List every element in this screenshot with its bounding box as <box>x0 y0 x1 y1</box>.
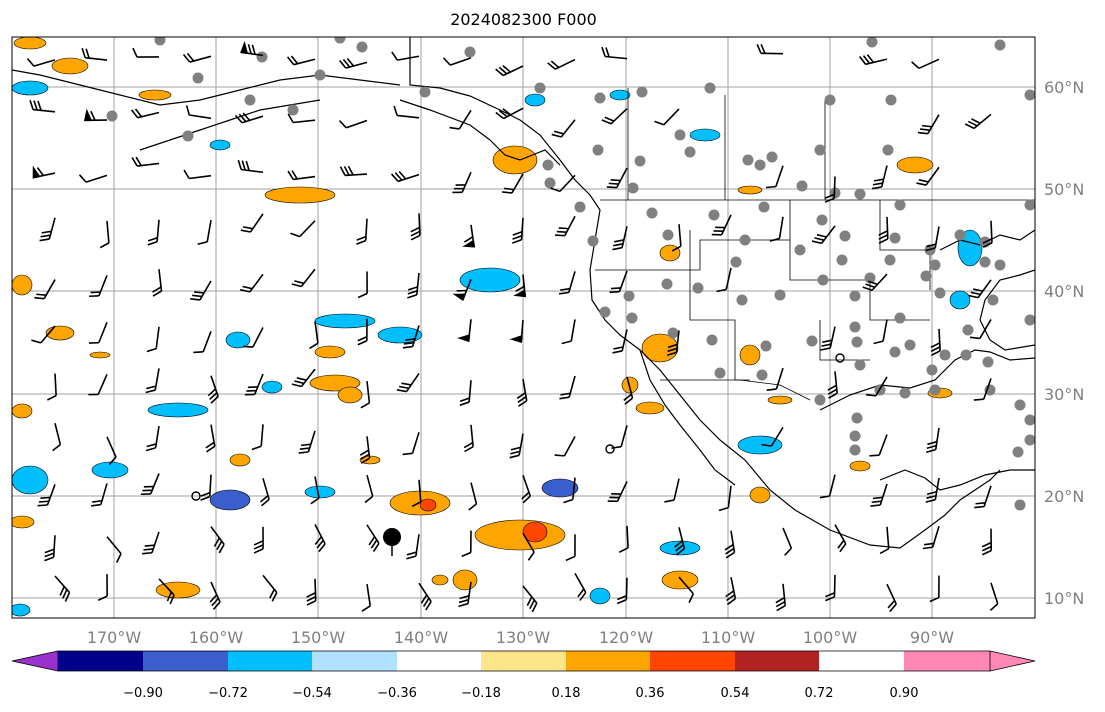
lon-label: 170°W <box>87 628 142 647</box>
gridlines <box>12 37 1035 618</box>
colorbar-tick: −0.36 <box>377 686 417 701</box>
lon-label: 130°W <box>496 628 551 647</box>
lat-label: 10°N <box>1044 589 1084 608</box>
colorbar-segment <box>228 651 312 671</box>
lat-label: 50°N <box>1044 180 1084 199</box>
colorbar-tick: −0.90 <box>123 686 163 701</box>
colorbar <box>11 650 1036 672</box>
colorbar-segment <box>312 651 397 671</box>
lat-label: 60°N <box>1044 78 1084 97</box>
colorbar-tick: 0.36 <box>636 686 665 701</box>
colorbar-extend-high <box>989 650 1036 672</box>
lat-label: 40°N <box>1044 282 1084 301</box>
coastlines <box>12 37 1035 549</box>
colorbar-tick: 0.54 <box>721 686 750 701</box>
lat-label: 20°N <box>1044 487 1084 506</box>
lon-label: 110°W <box>701 628 756 647</box>
wind-barbs <box>26 40 999 613</box>
lon-label: 160°W <box>189 628 244 647</box>
latitude-labels: 60°N 50°N 40°N 30°N 20°N 10°N <box>1044 78 1084 608</box>
colorbar-segment <box>566 651 650 671</box>
colorbar-tick-labels: −0.90 −0.72 −0.54 −0.36 −0.18 0.18 0.36 … <box>123 686 918 701</box>
calm-wind-marker <box>605 444 615 454</box>
lon-label: 120°W <box>599 628 654 647</box>
lon-label: 150°W <box>291 628 346 647</box>
colorbar-tick: 0.90 <box>890 686 919 701</box>
colorbar-segment <box>904 651 990 671</box>
colorbar-tick: 0.72 <box>805 686 834 701</box>
colorbar-extend-low <box>11 650 59 672</box>
colorbar-segment <box>650 651 735 671</box>
colorbar-segment <box>58 651 143 671</box>
lat-label: 30°N <box>1044 385 1084 404</box>
colorbar-segment <box>735 651 819 671</box>
lon-label: 90°W <box>910 628 954 647</box>
lon-label: 100°W <box>803 628 858 647</box>
political-borders <box>595 88 1035 401</box>
longitude-labels: 170°W 160°W 150°W 140°W 130°W 120°W 110°… <box>87 628 954 647</box>
map-frame <box>11 36 1036 619</box>
colorbar-segment <box>143 651 228 671</box>
colorbar-tick: −0.54 <box>292 686 332 701</box>
station-dots <box>106 37 1035 511</box>
calm-wind-marker <box>191 491 201 501</box>
colorbar-tick: −0.18 <box>461 686 501 701</box>
colorbar-segment <box>397 651 481 671</box>
colorbar-tick: −0.72 <box>208 686 248 701</box>
calm-wind-marker <box>835 353 845 363</box>
lon-label: 140°W <box>394 628 449 647</box>
colorbar-segment <box>481 651 566 671</box>
colorbar-tick: 0.18 <box>552 686 581 701</box>
map-title: 2024082300 F000 <box>450 10 597 29</box>
